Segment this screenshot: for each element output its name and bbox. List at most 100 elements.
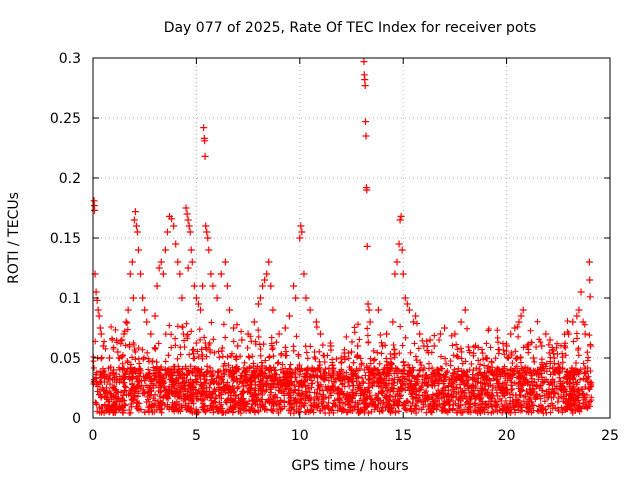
data-point [457, 318, 465, 326]
data-point [316, 330, 324, 338]
data-point [503, 342, 511, 350]
data-point [225, 306, 233, 314]
data-point [420, 342, 428, 350]
data-point [569, 318, 577, 326]
data-point [261, 276, 269, 284]
chart-title: Day 077 of 2025, Rate Of TEC Index for r… [164, 20, 537, 36]
y-axis-label: ROTI / TECUs [6, 192, 22, 284]
data-point [379, 342, 387, 350]
data-point [383, 330, 391, 338]
y-tick-label: 0.05 [50, 351, 81, 367]
data-point [297, 222, 305, 230]
data-point [153, 282, 161, 290]
data-point [538, 342, 546, 350]
data-point [573, 312, 581, 320]
data-point [389, 318, 397, 326]
data-point [184, 216, 192, 224]
data-point [201, 152, 209, 160]
y-tick-label: 0.15 [50, 231, 81, 247]
data-point [361, 76, 369, 84]
data-point [579, 318, 587, 326]
y-tick-label: 0 [72, 411, 81, 427]
data-point [529, 354, 537, 362]
data-point [410, 318, 418, 326]
data-point [451, 330, 459, 338]
data-point [114, 348, 122, 356]
data-point [234, 342, 242, 350]
data-point [365, 306, 373, 314]
plot-area [93, 58, 610, 418]
data-point [362, 118, 370, 126]
data-point [186, 228, 194, 236]
data-point [202, 222, 210, 230]
data-point [534, 366, 542, 374]
data-point [285, 312, 293, 320]
data-point [230, 324, 238, 332]
data-point [412, 312, 420, 320]
data-point [575, 306, 583, 314]
data-point [461, 306, 469, 314]
data-point [110, 366, 118, 374]
data-point [130, 216, 138, 224]
data-point [391, 270, 399, 278]
x-tick-label: 10 [291, 428, 309, 444]
x-tick-label: 5 [192, 428, 201, 444]
data-point [403, 300, 411, 308]
data-point [515, 318, 523, 326]
data-point [436, 330, 444, 338]
data-point [257, 294, 265, 302]
data-point [200, 124, 208, 132]
data-point [550, 354, 558, 362]
data-point [183, 210, 191, 218]
y-tick-label: 0.3 [59, 51, 81, 67]
data-point [306, 306, 314, 314]
x-axis-ticks: 0 5 10 15 20 25 [89, 58, 619, 444]
data-point [507, 330, 515, 338]
data-point [397, 212, 405, 220]
data-point [426, 336, 434, 344]
data-point [363, 186, 371, 194]
data-point [395, 240, 403, 248]
data-point [122, 318, 130, 326]
data-point [221, 258, 229, 266]
x-tick-label: 0 [89, 428, 98, 444]
data-point [396, 216, 404, 224]
data-point [300, 270, 308, 278]
data-point [96, 324, 104, 332]
data-point [399, 270, 407, 278]
data-point [254, 300, 262, 308]
data-point [223, 282, 231, 290]
data-point [185, 222, 193, 230]
data-point [290, 282, 298, 290]
x-tick-label: 20 [498, 428, 516, 444]
data-point [126, 270, 134, 278]
data-point [281, 324, 289, 332]
data-point [393, 258, 401, 266]
data-point [492, 366, 500, 374]
data-point [94, 306, 102, 314]
data-point [360, 58, 368, 66]
data-point [441, 324, 449, 332]
data-point [586, 276, 594, 284]
y-tick-label: 0.2 [59, 171, 81, 187]
data-point [124, 306, 132, 314]
data-point [129, 294, 137, 302]
data-point [577, 288, 585, 296]
data-point [585, 258, 593, 266]
data-point [587, 342, 595, 350]
data-point [542, 330, 550, 338]
data-point [118, 336, 126, 344]
data-point [92, 288, 100, 296]
data-point [184, 264, 192, 272]
data-point [348, 348, 355, 356]
data-point [361, 82, 369, 90]
data-point [197, 306, 205, 314]
data-point [147, 330, 155, 338]
data-point [204, 234, 212, 242]
data-point [292, 294, 300, 302]
data-point [205, 246, 213, 254]
data-point [511, 324, 519, 332]
data-point [133, 228, 141, 236]
data-point [327, 342, 335, 350]
data-point [265, 258, 273, 266]
